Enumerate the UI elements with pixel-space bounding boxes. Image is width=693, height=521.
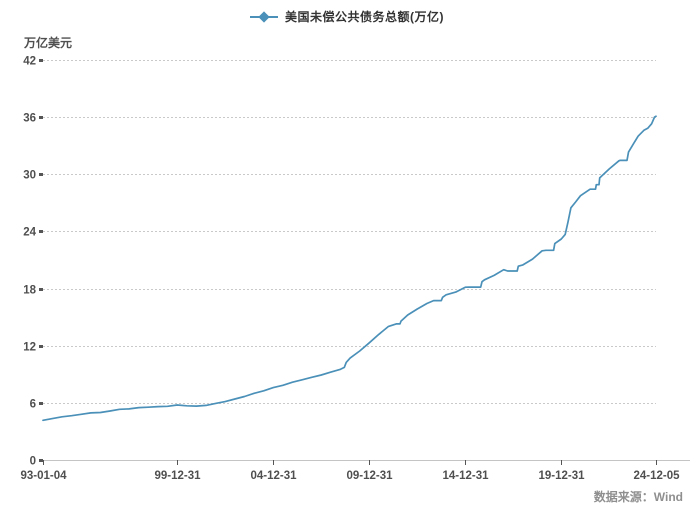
x-tick-label: 19-12-31 [538,470,585,482]
y-tick-mark [39,116,43,119]
y-tick-mark [39,459,43,462]
y-tick-mark [39,173,43,176]
legend[interactable]: 美国未偿公共债务总额(万亿) [0,8,693,25]
y-tick-label: 42 [23,56,36,68]
y-tick-mark [39,402,43,405]
y-tick-label: 36 [23,113,36,125]
legend-marker-icon [250,10,278,23]
y-tick-label: 30 [23,170,36,182]
y-tick-label: 12 [23,342,36,354]
y-tick-label: 6 [30,399,36,411]
y-tick-mark [39,230,43,233]
x-tick-label: 99-12-31 [154,470,201,482]
x-tick-label: 09-12-31 [346,470,393,482]
x-tick-label: 93-01-04 [20,470,67,482]
y-tick-mark [39,288,43,291]
x-tick-label: 14-12-31 [442,470,489,482]
y-tick-mark [39,345,43,348]
y-tick-label: 0 [30,456,36,468]
legend-label: 美国未偿公共债务总额(万亿) [285,10,444,24]
y-tick-label: 24 [23,227,36,239]
x-tick-label: 24-12-05 [633,470,680,482]
x-tick-label: 04-12-31 [250,470,297,482]
y-tick-label: 18 [23,285,36,297]
y-tick-mark [39,59,43,62]
data-source-label: 数据来源：Wind [593,490,683,504]
y-axis-unit-label: 万亿美元 [24,36,73,50]
debt-line-series [42,115,657,422]
